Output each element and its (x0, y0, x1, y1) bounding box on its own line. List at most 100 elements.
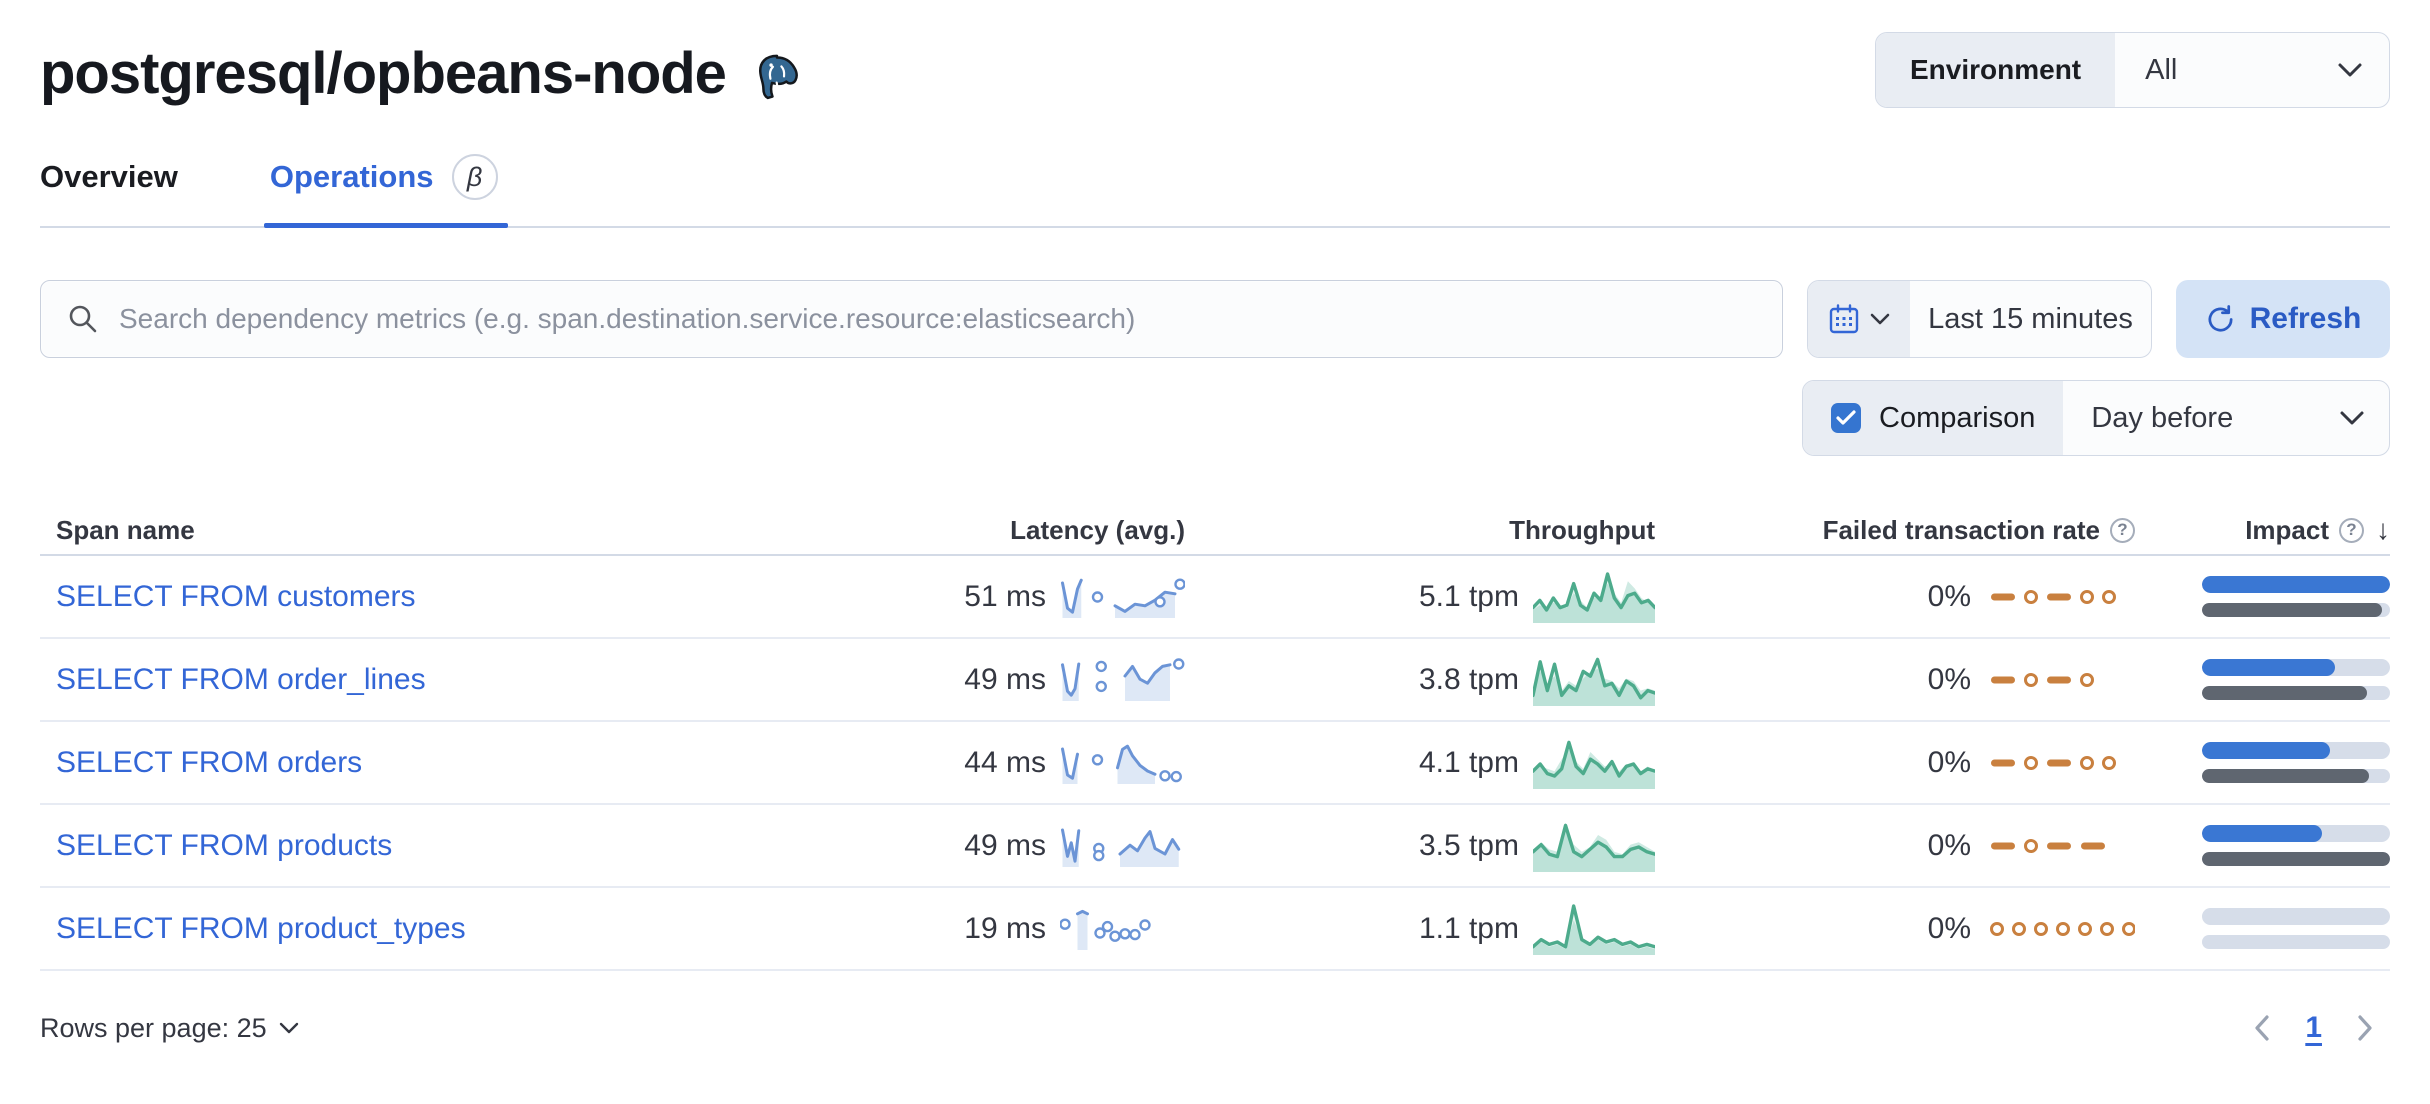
header-failed-rate-label: Failed transaction rate (1822, 514, 2100, 545)
failed-rate-value: 0% (1927, 911, 1971, 945)
comparison-label: Comparison (1879, 401, 2036, 434)
latency-value: 49 ms (964, 828, 1046, 862)
table-row: SELECT FROM order_lines 49 ms 3.8 tpm 0% (40, 639, 2390, 722)
table-row: SELECT FROM product_types 19 ms 1.1 tpm … (40, 888, 2390, 971)
header-impact-label: Impact (2245, 514, 2329, 545)
tab-bar: Overview Operations β (40, 154, 2390, 228)
header-impact[interactable]: Impact ? ↓ (2135, 514, 2390, 546)
tab-overview-label: Overview (40, 159, 178, 194)
failed-rate-value: 0% (1927, 662, 1971, 696)
rows-per-page-button[interactable]: Rows per page: 25 (40, 1013, 299, 1044)
failed-rate-value: 0% (1927, 828, 1971, 862)
chevron-down-icon (2339, 381, 2389, 455)
help-icon[interactable]: ? (2339, 517, 2364, 543)
throughput-value: 3.5 tpm (1418, 828, 1519, 862)
throughput-sparkline (1533, 657, 1655, 706)
pagination: 1 (2253, 1011, 2390, 1045)
chevron-down-icon (279, 1022, 298, 1033)
latency-sparkline (1061, 578, 1185, 618)
impact-cell (2135, 659, 2390, 700)
postgresql-logo-icon (758, 54, 798, 99)
comparison-toggle[interactable]: Comparison (1803, 381, 2064, 455)
latency-value: 49 ms (964, 662, 1046, 696)
span-name-link[interactable]: SELECT FROM order_lines (56, 662, 426, 696)
impact-bar-previous (2202, 603, 2390, 617)
environment-filter[interactable]: Environment All (1875, 32, 2390, 108)
header-span-name[interactable]: Span name (56, 514, 195, 545)
impact-bar-current (2202, 742, 2390, 759)
impact-cell (2135, 908, 2390, 949)
throughput-sparkline (1533, 740, 1655, 789)
impact-bar-current (2202, 908, 2390, 925)
span-name-link[interactable]: SELECT FROM product_types (56, 911, 466, 945)
search-input[interactable] (119, 303, 1756, 335)
environment-filter-value[interactable]: All (2145, 53, 2178, 86)
latency-value: 44 ms (964, 745, 1046, 779)
table-row: SELECT FROM orders 44 ms 4.1 tpm 0% (40, 722, 2390, 805)
throughput-value: 5.1 tpm (1418, 579, 1519, 613)
rows-per-page-label: Rows per page: 25 (40, 1012, 267, 1043)
latency-value: 19 ms (964, 911, 1046, 945)
failed-rate-value: 0% (1927, 579, 1971, 613)
tab-overview[interactable]: Overview (40, 154, 178, 226)
tab-operations-label: Operations (269, 159, 434, 194)
tab-operations[interactable]: Operations β (263, 154, 508, 228)
page-number-1[interactable]: 1 (2305, 1011, 2322, 1044)
impact-cell (2135, 742, 2390, 783)
failed-rate-sparkline (1991, 672, 2094, 687)
calendar-menu-button[interactable] (1808, 281, 1910, 357)
span-name-link[interactable]: SELECT FROM customers (56, 579, 416, 613)
environment-filter-label: Environment (1876, 33, 2116, 107)
refresh-button[interactable]: Refresh (2176, 280, 2390, 358)
throughput-sparkline (1533, 822, 1655, 872)
page-title: postgresql/opbeans-node (40, 41, 727, 106)
time-range-value[interactable]: Last 15 minutes (1928, 302, 2133, 335)
table-footer: Rows per page: 25 1 (40, 1011, 2390, 1045)
latency-sparkline (1060, 909, 1151, 950)
calendar-icon (1829, 304, 1859, 334)
comparison-control: Comparison Day before (1802, 380, 2390, 456)
throughput-value: 3.8 tpm (1418, 662, 1519, 696)
impact-bar-current (2202, 659, 2390, 676)
chevron-down-icon (2337, 33, 2389, 107)
time-range-picker: Last 15 minutes (1807, 280, 2152, 358)
operations-table: Span name Latency (avg.) Throughput Fail… (40, 506, 2390, 1045)
span-name-link[interactable]: SELECT FROM orders (56, 745, 363, 779)
page-header: postgresql/opbeans-node Environment All (40, 28, 2390, 108)
impact-bar-previous (2202, 769, 2390, 783)
failed-rate-sparkline (1991, 755, 2116, 770)
table-row: SELECT FROM customers 51 ms 5.1 tpm 0% (40, 556, 2390, 639)
help-icon[interactable]: ? (2110, 517, 2135, 543)
impact-bar-current (2202, 576, 2390, 593)
latency-value: 51 ms (964, 579, 1046, 613)
throughput-value: 1.1 tpm (1418, 911, 1519, 945)
latency-sparkline (1061, 744, 1182, 784)
search-icon (69, 305, 97, 333)
header-latency[interactable]: Latency (avg.) (1010, 514, 1185, 545)
failed-rate-value: 0% (1927, 745, 1971, 779)
search-box[interactable] (40, 280, 1783, 358)
span-name-link[interactable]: SELECT FROM products (56, 828, 393, 862)
comparison-select-value[interactable]: Day before (2091, 401, 2234, 434)
table-header-row: Span name Latency (avg.) Throughput Fail… (40, 506, 2390, 556)
throughput-value: 4.1 tpm (1418, 745, 1519, 779)
next-page-icon[interactable] (2356, 1014, 2374, 1042)
previous-page-icon[interactable] (2253, 1014, 2271, 1042)
header-throughput[interactable]: Throughput (1509, 514, 1655, 545)
impact-cell (2135, 576, 2390, 617)
table-row: SELECT FROM products 49 ms 3.5 tpm 0% (40, 805, 2390, 888)
chevron-down-icon (1870, 313, 1890, 324)
failed-rate-sparkline (1991, 838, 2105, 853)
comparison-checkbox[interactable] (1831, 403, 1861, 433)
impact-bar-previous (2202, 852, 2390, 866)
throughput-sparkline (1533, 571, 1655, 623)
impact-bar-previous (2202, 686, 2390, 700)
header-failed-rate[interactable]: Failed transaction rate ? (1655, 515, 2135, 546)
latency-sparkline (1061, 657, 1185, 701)
impact-bar-previous (2202, 935, 2390, 949)
refresh-button-label: Refresh (2249, 302, 2362, 335)
impact-cell (2135, 825, 2390, 866)
latency-sparkline (1061, 828, 1181, 867)
sort-desc-icon[interactable]: ↓ (2376, 514, 2390, 545)
